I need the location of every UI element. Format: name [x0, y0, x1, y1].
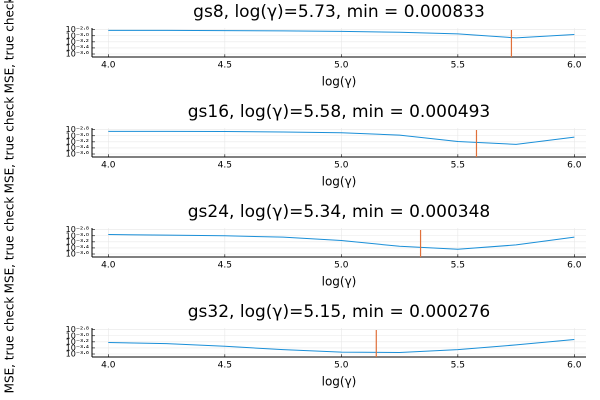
y-tick-label: 10⁻³·⁶	[66, 350, 89, 359]
x-tick-label: 4.5	[218, 361, 232, 371]
x-tick-label: 5.5	[451, 61, 465, 71]
chart-title: gs8, log(γ)=5.73, min = 0.000833	[193, 2, 485, 22]
y-tick-label: 10⁻³·⁰	[66, 31, 89, 40]
x-tick-label: 4.5	[218, 261, 232, 271]
x-axis-label: log(γ)	[322, 75, 357, 89]
x-tick-label: 4.0	[101, 161, 116, 171]
y-tick-label: 10⁻³·⁰	[66, 231, 89, 240]
y-tick-label: 10⁻³·⁴	[66, 143, 89, 152]
y-axis-label: MSE, true check	[3, 197, 17, 294]
y-tick-label: 10⁻²·⁸	[66, 225, 89, 234]
y-tick-label: 10⁻³·⁰	[66, 331, 89, 340]
y-tick-label: 10⁻²·⁸	[66, 25, 89, 34]
x-tick-label: 5.5	[451, 161, 465, 171]
y-axis-label: MSE, true check	[3, 97, 17, 194]
y-tick-label: 10⁻²·⁸	[66, 325, 89, 334]
x-tick-label: 6.0	[567, 361, 582, 371]
x-tick-label: 5.0	[334, 61, 349, 71]
x-tick-label: 4.0	[101, 361, 116, 371]
x-axis-label: log(γ)	[322, 375, 357, 389]
y-tick-label: 10⁻³·⁰	[66, 131, 89, 140]
chart-title: gs32, log(γ)=5.15, min = 0.000276	[188, 302, 490, 322]
data-line	[108, 234, 575, 250]
y-tick-label: 10⁻³·⁴	[66, 43, 89, 52]
x-tick-label: 4.0	[101, 61, 116, 71]
y-tick-label: 10⁻²·⁸	[66, 125, 89, 134]
chart-title: gs24, log(γ)=5.34, min = 0.000348	[188, 202, 490, 222]
x-tick-label: 4.0	[101, 261, 116, 271]
y-tick-label: 10⁻³·²	[66, 37, 89, 46]
y-tick-label: 10⁻³·²	[66, 237, 89, 246]
chart-title: gs16, log(γ)=5.58, min = 0.000493	[188, 102, 490, 122]
y-axis-label: MSE, true check	[3, 297, 17, 394]
x-tick-label: 6.0	[567, 61, 582, 71]
y-axis-label: MSE, true check	[3, 0, 17, 93]
y-tick-label: 10⁻³·²	[66, 337, 89, 346]
y-tick-label: 10⁻³·⁴	[66, 243, 89, 252]
x-tick-label: 6.0	[567, 161, 582, 171]
x-tick-label: 5.0	[334, 161, 349, 171]
x-tick-label: 5.5	[451, 261, 465, 271]
y-tick-label: 10⁻³·⁶	[66, 150, 89, 159]
x-tick-label: 4.5	[218, 161, 232, 171]
y-tick-label: 10⁻³·²	[66, 137, 89, 146]
data-line	[108, 29, 575, 39]
x-tick-label: 5.5	[451, 361, 465, 371]
y-tick-label: 10⁻³·⁶	[66, 250, 89, 259]
x-tick-label: 6.0	[567, 261, 582, 271]
x-axis-label: log(γ)	[322, 275, 357, 289]
y-tick-label: 10⁻³·⁶	[66, 50, 89, 59]
data-line	[108, 339, 575, 354]
x-tick-label: 5.0	[334, 361, 349, 371]
x-tick-label: 5.0	[334, 261, 349, 271]
x-axis-label: log(γ)	[322, 175, 357, 189]
y-tick-label: 10⁻³·⁴	[66, 343, 89, 352]
data-line	[108, 130, 575, 145]
x-tick-label: 4.5	[218, 61, 232, 71]
